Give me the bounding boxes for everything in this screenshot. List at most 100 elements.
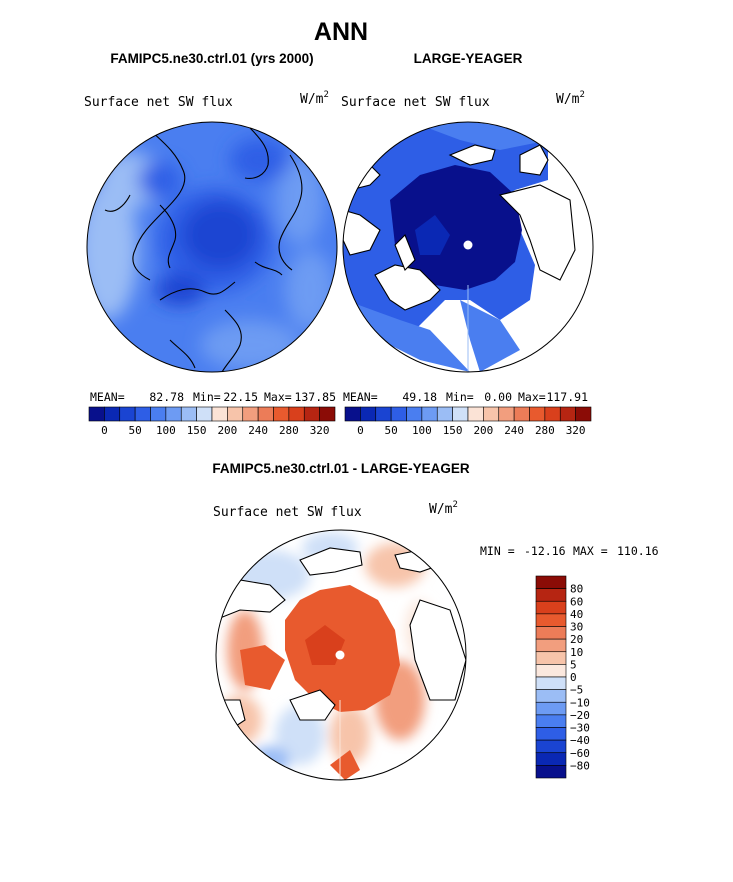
colorbar-swatch <box>436 406 453 422</box>
colorbar-swatch <box>360 406 377 422</box>
stat-min-value: 0.00 <box>484 390 512 404</box>
colorbar-tick-label: 240 <box>504 424 524 437</box>
colorbar-swatch <box>483 406 500 422</box>
stat-max-value: 110.16 <box>617 544 659 558</box>
colorbar-swatch <box>406 406 423 422</box>
panel-model-units-sup: 2 <box>323 90 328 100</box>
colorbar-swatch <box>242 406 259 422</box>
panel-model: FAMIPC5.ne30.ctrl.01 (yrs 2000) Surface … <box>84 51 338 437</box>
panel-obs-variable: Surface net SW flux <box>341 95 490 110</box>
colorbar-swatch <box>319 406 336 422</box>
colorbar-swatch <box>344 406 361 422</box>
colorbar-tick-label: −10 <box>570 696 590 709</box>
colorbar-swatch <box>544 406 561 422</box>
colorbar-swatch <box>535 689 567 703</box>
colorbar-swatch <box>119 406 136 422</box>
colorbar-tick-label: 200 <box>473 424 493 437</box>
stat-min-value: -12.16 <box>524 544 566 558</box>
colorbar-swatch <box>535 588 567 602</box>
colorbar-swatch <box>421 406 438 422</box>
panel-model-map <box>87 122 337 372</box>
colorbar-swatch <box>535 739 567 754</box>
panel-obs-title: LARGE-YEAGER <box>414 51 523 66</box>
colorbar-swatch <box>288 406 305 422</box>
stat-min-label: MIN = <box>480 544 515 558</box>
colorbar-tick-label: 5 <box>570 658 577 671</box>
colorbar-tick-label: 60 <box>570 595 583 608</box>
panel-diff-map-border <box>215 529 467 781</box>
colorbar-swatch <box>134 406 151 422</box>
colorbar-swatch <box>303 406 320 422</box>
colorbar-swatch <box>467 406 484 422</box>
colorbar-tick-label: 40 <box>570 608 583 621</box>
colorbar-tick-label: −80 <box>570 759 590 772</box>
panel-model-map-border <box>86 121 338 373</box>
colorbar-swatch <box>535 664 567 678</box>
colorbar-swatch <box>535 600 567 615</box>
colorbar-swatch <box>535 727 567 741</box>
stat-mean-value: 82.78 <box>149 390 184 404</box>
panel-diff-units-base: W/m <box>429 502 453 517</box>
colorbar-swatch <box>227 406 244 422</box>
colorbar-tick-label: 200 <box>217 424 237 437</box>
stat-min-label: Min= <box>446 390 474 404</box>
colorbar-tick-label: 0 <box>357 424 364 437</box>
colorbar-swatch <box>535 701 567 716</box>
colorbar-swatch <box>529 406 546 422</box>
colorbar-swatch <box>498 406 515 422</box>
colorbar-swatch <box>211 406 228 422</box>
colorbar-tick-label: 30 <box>570 621 583 634</box>
colorbar-tick-label: 100 <box>412 424 432 437</box>
figure-title: ANN <box>314 18 368 46</box>
panel-diff-title: FAMIPC5.ne30.ctrl.01 - LARGE-YEAGER <box>212 461 470 476</box>
colorbar-tick-label: 10 <box>570 646 583 659</box>
colorbar-swatch <box>535 676 567 690</box>
colorbar-tick-label: 150 <box>187 424 207 437</box>
stat-max-value: 137.85 <box>294 390 336 404</box>
colorbar-swatch <box>390 406 407 422</box>
colorbar-tick-label: 240 <box>248 424 268 437</box>
panel-model-units: W/m2 <box>300 90 329 107</box>
colorbar-swatch <box>559 406 576 422</box>
colorbar-tick-label: 0 <box>570 671 577 684</box>
colorbar-swatch <box>535 651 567 665</box>
colorbar-swatch <box>535 714 567 728</box>
land-mass <box>343 209 381 256</box>
colorbar-swatch <box>165 406 182 422</box>
panel-model-title: FAMIPC5.ne30.ctrl.01 (yrs 2000) <box>110 51 313 66</box>
colorbar-swatch <box>535 752 567 766</box>
coastlines <box>104 127 303 372</box>
stat-max-label: Max= <box>264 390 292 404</box>
colorbar-tick-label: −5 <box>570 684 583 697</box>
panel-diff-units-sup: 2 <box>452 500 457 510</box>
diff-core-field <box>285 585 400 712</box>
panel-diff-stats: MIN = -12.16 MAX = 110.16 <box>480 544 659 558</box>
colorbar-tick-label: 280 <box>535 424 555 437</box>
stat-mean-label: MEAN= <box>90 390 125 404</box>
stat-mean-value: 49.18 <box>402 390 437 404</box>
colorbar-tick-label: 100 <box>156 424 176 437</box>
pole-marker <box>463 240 473 250</box>
stat-min-label: Min= <box>193 390 221 404</box>
colorbar-tick-label: 50 <box>129 424 142 437</box>
panel-model-stats: MEAN= 82.78 Min= 22.15 Max= 137.85 <box>90 390 336 404</box>
colorbar-swatch <box>535 638 567 653</box>
colorbar-swatch <box>513 406 530 422</box>
colorbar-tick-label: 80 <box>570 583 583 596</box>
stat-max-value: 117.91 <box>546 390 588 404</box>
colorbar-tick-label: −30 <box>570 722 590 735</box>
panel-obs-stats: MEAN= 49.18 Min= 0.00 Max= 117.91 <box>343 390 588 404</box>
stat-max-label: MAX = <box>573 544 608 558</box>
panel-obs-units-base: W/m <box>556 92 580 107</box>
colorbar-tick-label: −60 <box>570 747 590 760</box>
colorbar-swatch <box>452 406 469 422</box>
colorbar-tick-label: −20 <box>570 709 590 722</box>
colorbar-swatch <box>535 626 567 640</box>
panel-obs-units-sup: 2 <box>579 90 584 100</box>
panel-obs-colorbar: 0 50 100 150 200 240 280 320 <box>344 406 592 437</box>
colorbar-swatch <box>257 406 274 422</box>
colorbar-tick-label: 20 <box>570 633 583 646</box>
colorbar-tick-label: 320 <box>310 424 330 437</box>
colorbar-swatch <box>196 406 213 422</box>
colorbar-tick-label: 0 <box>101 424 108 437</box>
